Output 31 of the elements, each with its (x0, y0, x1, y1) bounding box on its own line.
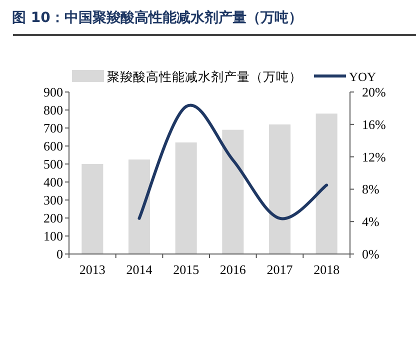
y-tick-label: 500 (44, 156, 63, 172)
y2-tick-label: 16% (362, 116, 386, 132)
legend-label: YOY (349, 70, 376, 84)
y-tick-label: 100 (44, 228, 63, 244)
y-tick-label: 300 (44, 192, 63, 208)
y2-tick-label: 8% (362, 182, 380, 197)
bar (316, 114, 338, 254)
y-tick-label: 200 (44, 210, 63, 226)
x-tick-label: 2013 (79, 262, 106, 277)
y-tick-label: 800 (44, 102, 63, 118)
y2-tick-label: 12% (362, 149, 386, 164)
bar (128, 160, 150, 254)
x-tick-label: 2016 (220, 262, 246, 277)
bar (268, 124, 291, 254)
bar (175, 142, 197, 254)
y2-tick-label: 4% (362, 214, 380, 230)
y-tick-label: 600 (44, 138, 63, 154)
x-tick-label: 2017 (266, 262, 294, 277)
x-tick-label: 2014 (126, 262, 153, 277)
title: 图 10：中国聚羧酸高性能减水剂产量（万吨） (12, 10, 302, 26)
y2-tick-label: 20% (362, 84, 386, 100)
y2-tick-label: 0% (362, 246, 380, 262)
y-tick-label: 700 (44, 120, 63, 136)
legend-label: 聚羧酸高性能减水剂产量（万吨） (107, 69, 302, 84)
y-tick-label: 400 (44, 174, 63, 190)
x-tick-label: 2018 (314, 262, 340, 277)
bar (82, 164, 104, 254)
y-tick-label: 900 (44, 84, 63, 100)
y-tick-label: 0 (56, 246, 63, 262)
x-tick-label: 2015 (173, 262, 200, 277)
bar (222, 130, 244, 254)
